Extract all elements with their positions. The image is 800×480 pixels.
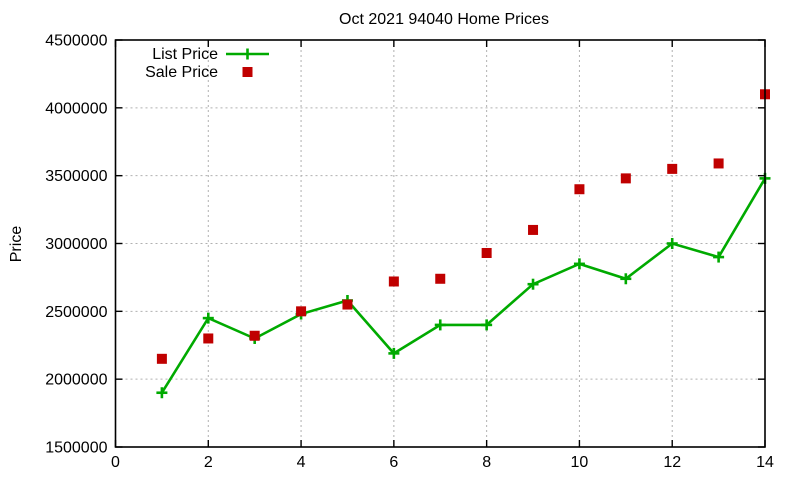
chart-title: Oct 2021 94040 Home Prices	[339, 11, 549, 28]
series-sale-price	[156, 89, 770, 364]
axes	[114, 39, 766, 448]
y-tick-label: 2000000	[45, 372, 107, 389]
y-axis-label: Price	[8, 226, 25, 263]
legend-samples	[226, 48, 269, 77]
square-marker	[481, 247, 492, 258]
square-marker	[342, 299, 353, 310]
y-tick-label: 2500000	[45, 304, 107, 321]
legend-sale-price-square-sample	[242, 67, 253, 77]
x-tick-label: 10	[571, 454, 589, 471]
square-marker	[713, 158, 724, 169]
tick-labels: 0 2 4 6 8 10 12 14 1500000 2000000 2500000 3000000 3…	[45, 33, 774, 472]
x-tick-label: 0	[111, 454, 120, 471]
square-marker	[667, 163, 678, 174]
square-marker	[203, 333, 214, 344]
list-price-line	[160, 177, 767, 394]
y-tick-label: 3500000	[45, 168, 107, 185]
square-marker	[620, 173, 631, 184]
y-tick-label: 1500000	[45, 440, 107, 457]
x-tick-label: 6	[389, 454, 398, 471]
square-marker	[156, 353, 167, 364]
square-marker	[296, 306, 307, 317]
x-tick-label: 2	[204, 454, 213, 471]
square-marker	[574, 184, 585, 195]
square-marker	[388, 276, 399, 287]
x-tick-label: 14	[756, 454, 774, 471]
series-list-price	[156, 172, 771, 399]
y-tick-label: 4500000	[45, 33, 107, 50]
legend-label-sale-price: Sale Price	[145, 64, 218, 81]
legend-label-list-price: List Price	[152, 46, 218, 63]
y-tick-label: 4000000	[45, 100, 107, 117]
square-marker	[249, 330, 260, 341]
square-marker	[528, 224, 539, 235]
y-tick-label: 3000000	[45, 236, 107, 253]
x-tick-label: 12	[663, 454, 681, 471]
generated-plot: 0 2 4 6 8 10 12 14 1500000 2000000 2500000 3000000 3…	[45, 33, 774, 472]
grid-lines	[115, 40, 765, 447]
x-tick-label: 8	[482, 454, 491, 471]
square-marker	[435, 273, 446, 284]
x-tick-label: 4	[297, 454, 306, 471]
